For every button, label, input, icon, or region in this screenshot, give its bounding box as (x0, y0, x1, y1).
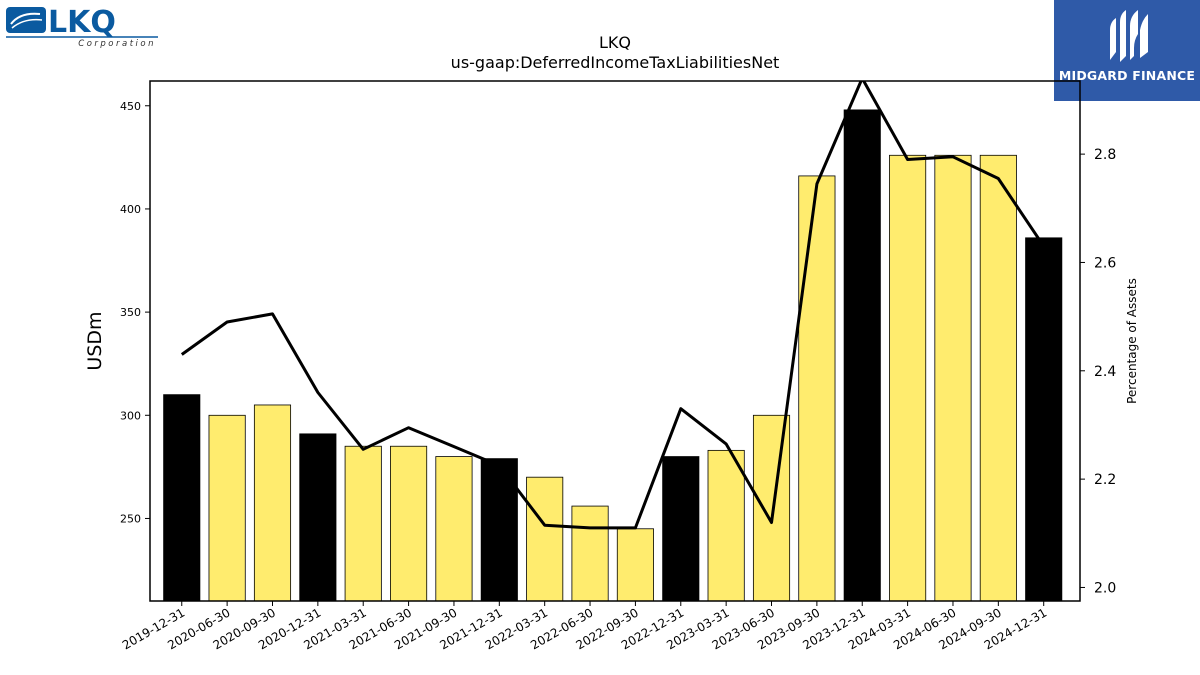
midgard-finance-text: MIDGARD FINANCE (1058, 68, 1196, 83)
y2-tick-label: 2.0 (1094, 580, 1116, 596)
x-axis: 2019-12-312020-06-302020-09-302020-12-31… (120, 601, 1049, 652)
left-axis: 250 300 350 400 450 (120, 100, 150, 525)
right-axis: 2.0 2.2 2.4 2.6 2.8 (1080, 147, 1116, 596)
y-tick-label: 450 (120, 100, 141, 113)
bar-2021-03-31 (344, 445, 382, 601)
bar-2023-06-30 (752, 414, 791, 601)
y2-tick-label: 2.6 (1094, 255, 1116, 271)
bar-2022-06-30 (571, 505, 609, 601)
bar-2023-12-31 (843, 109, 881, 601)
y-tick-label: 300 (120, 409, 141, 422)
bar-2020-06-30 (208, 414, 246, 601)
lkq-logo: LKQ Corporation (4, 4, 160, 49)
lkq-logo-subtext: Corporation (78, 39, 156, 48)
bar-2020-09-30 (253, 404, 292, 601)
y-tick-label: 400 (120, 203, 141, 216)
midgard-emblem-icon (1110, 10, 1148, 62)
lkq-logo-text: LKQ (48, 5, 116, 40)
bar-2019-12-31 (163, 394, 201, 601)
bar-2023-09-30 (798, 175, 836, 601)
bar-2021-06-30 (390, 445, 428, 601)
y-tick-label: 250 (120, 512, 141, 525)
y-axis-label: USDm (84, 311, 106, 370)
y2-tick-label: 2.4 (1094, 364, 1116, 380)
bar-2023-03-31 (707, 449, 745, 601)
bar-2024-06-30 (934, 154, 972, 601)
bar-2021-09-30 (435, 456, 473, 601)
plot-frame (149, 80, 1081, 602)
bar-2024-03-31 (889, 154, 927, 601)
midgard-finance-logo: MIDGARD FINANCE (1054, 0, 1200, 101)
chart-subtitle: us-gaap:DeferredIncomeTaxLiabilitiesNet (451, 53, 780, 72)
line-series (180, 81, 1045, 530)
bar-2022-12-31 (662, 456, 700, 601)
y2-tick-label: 2.8 (1094, 147, 1116, 163)
bar-2022-03-31 (526, 476, 564, 601)
y2-axis-label: Percentage of Assets (1125, 278, 1139, 404)
bar-2020-12-31 (299, 433, 337, 601)
bar-2022-09-30 (616, 528, 654, 601)
y-tick-label: 350 (120, 306, 141, 319)
bar-2024-12-31 (1025, 237, 1063, 601)
chart-title: LKQ (599, 33, 631, 52)
bar-series (163, 109, 1063, 601)
bar-2024-09-30 (979, 154, 1017, 601)
percentage-line (180, 81, 1045, 530)
y2-tick-label: 2.2 (1094, 472, 1116, 488)
